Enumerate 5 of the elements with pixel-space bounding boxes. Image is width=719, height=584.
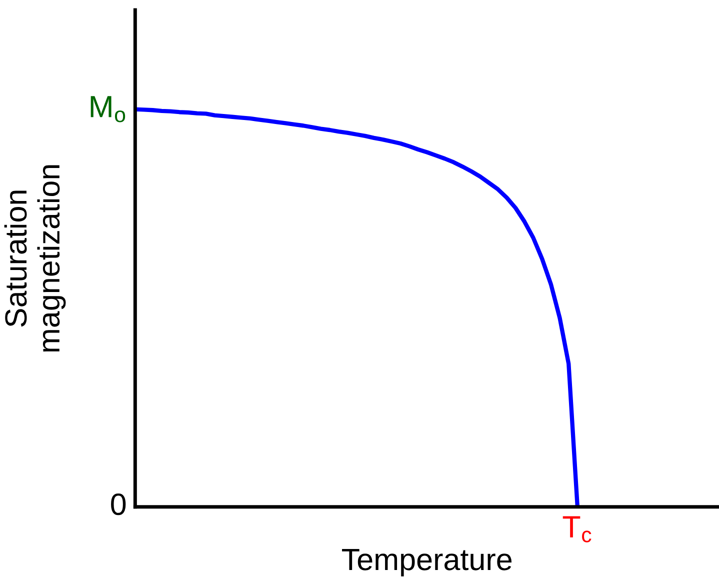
text: 0: [111, 493, 126, 516]
text: M$_{o}$: [90, 96, 126, 122]
y-axis-title: Saturation magnetization: [4, 165, 66, 352]
x-axis-title: Temperature: [342, 549, 512, 576]
text: T$_{c}$: [562, 516, 592, 542]
